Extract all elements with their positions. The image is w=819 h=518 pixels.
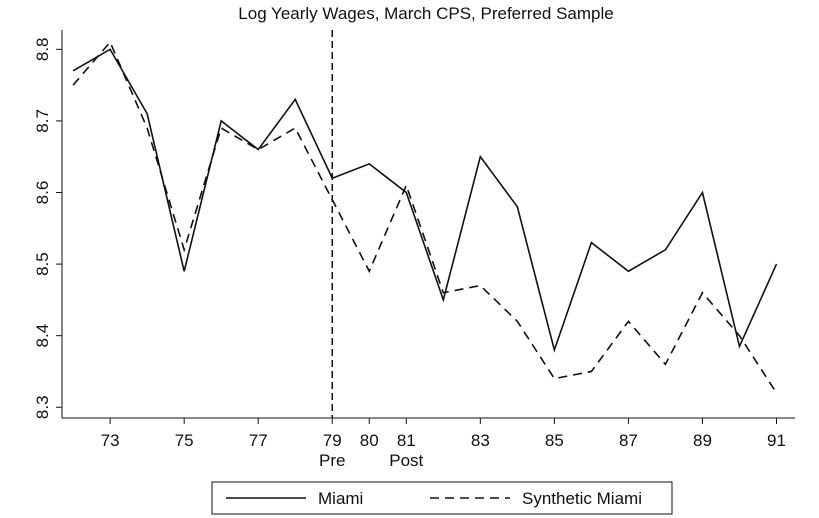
x-tick-label: 80: [360, 431, 379, 450]
legend-label: Miami: [318, 489, 363, 508]
x-tick-label: 73: [101, 431, 120, 450]
x-tick-label: 89: [693, 431, 712, 450]
x-tick-label: 83: [471, 431, 490, 450]
legend-label: Synthetic Miami: [522, 489, 642, 508]
series-line: [72, 40, 778, 394]
y-tick-label: 8.6: [33, 181, 52, 205]
y-tick-label: 8.3: [33, 395, 52, 419]
x-tick-label: 75: [175, 431, 194, 450]
y-tick-label: 8.8: [33, 38, 52, 62]
x-tick-label: 91: [767, 431, 786, 450]
y-tick-label: 8.5: [33, 252, 52, 276]
x-tick-label: 81: [397, 431, 416, 450]
chart-title: Log Yearly Wages, March CPS, Preferred S…: [238, 4, 613, 23]
x-tick-label: 87: [619, 431, 638, 450]
x-tick-label: 77: [249, 431, 268, 450]
series-line: [72, 48, 778, 353]
annotation: Pre: [319, 451, 345, 470]
x-tick-label: 79: [323, 431, 342, 450]
x-tick-label: 85: [545, 431, 564, 450]
y-tick-label: 8.4: [33, 324, 52, 348]
annotation: Post: [389, 451, 423, 470]
y-tick-label: 8.7: [33, 109, 52, 133]
